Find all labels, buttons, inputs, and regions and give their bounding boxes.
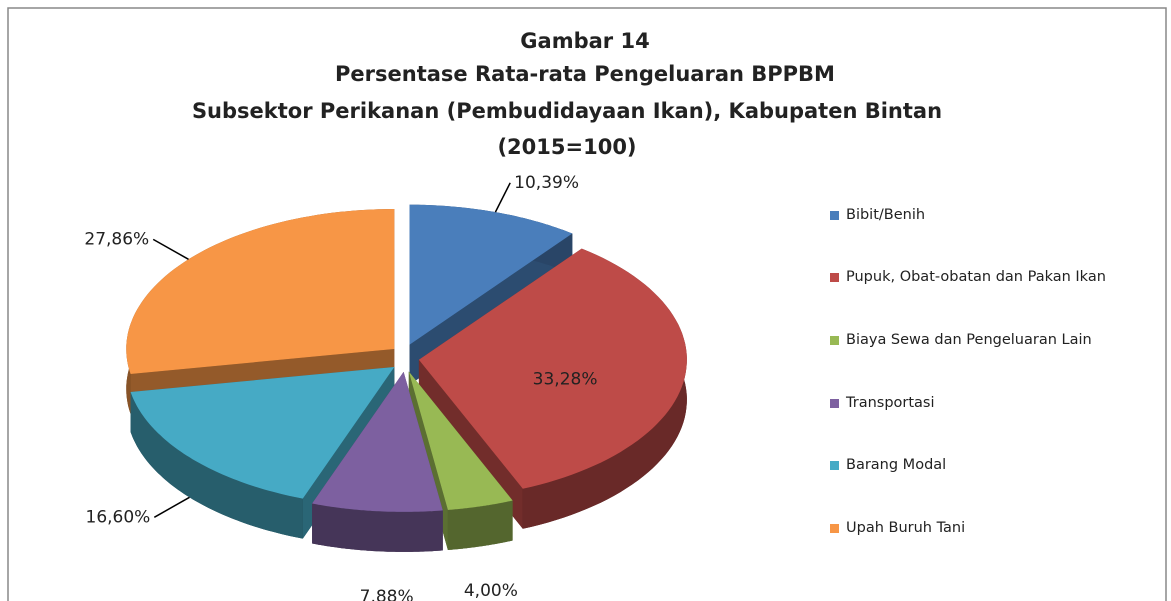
value-label: 10,39% [514,173,579,193]
legend-swatch [830,524,839,533]
slice-side [130,392,303,539]
value-label: 7,88% [360,587,414,601]
legend-item: Upah Buruh Tani [830,518,1140,538]
slice-top [130,367,395,499]
legend-item: Biaya Sewa dan Pengeluaran Lain [830,330,1140,350]
legend-label: Upah Buruh Tani [846,520,966,536]
slice-side [447,500,513,550]
slice-top [418,248,687,489]
leader-line [153,496,190,518]
slice-top [126,209,395,374]
slice-top [408,371,513,510]
slice-side [312,503,443,552]
slice [312,371,443,552]
value-label: 27,86% [84,229,149,249]
chart-title: (2015=100) [497,135,636,159]
value-label: 16,60% [86,507,151,527]
legend-label: Pupuk, Obat-obatan dan Pakan Ikan [846,269,1106,285]
legend-label: Bibit/Benih [846,207,926,223]
slice-top [409,204,573,345]
legend-item: Transportasi [830,393,1140,413]
chart-title: Gambar 14 [520,29,649,53]
legend-swatch [830,336,839,345]
slice-top [312,371,443,512]
legend-item: Barang Modal [830,455,1140,475]
legend-swatch [830,399,839,408]
legend-swatch [830,461,839,470]
slice [126,209,395,414]
legend-label: Biaya Sewa dan Pengeluaran Lain [846,332,1092,348]
leader-line [152,238,189,260]
leader-line [494,182,511,213]
legend-swatch [830,273,839,282]
frame [7,7,1167,601]
legend-item: Bibit/Benih [830,205,1140,225]
legend-label: Transportasi [846,395,935,411]
legend-label: Barang Modal [846,457,947,473]
legend-item: Pupuk, Obat-obatan dan Pakan Ikan [830,267,1140,287]
value-label: 33,28% [533,370,598,390]
chart-title: Subsektor Perikanan (Pembudidayaan Ikan)… [192,99,942,123]
chart-title: Persentase Rata-rata Pengeluaran BPPBM [335,62,835,86]
value-label: 4,00% [464,581,518,601]
legend-swatch [830,211,839,220]
